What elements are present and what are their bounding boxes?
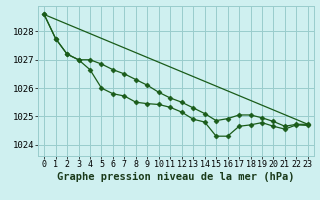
X-axis label: Graphe pression niveau de la mer (hPa): Graphe pression niveau de la mer (hPa)	[57, 172, 295, 182]
